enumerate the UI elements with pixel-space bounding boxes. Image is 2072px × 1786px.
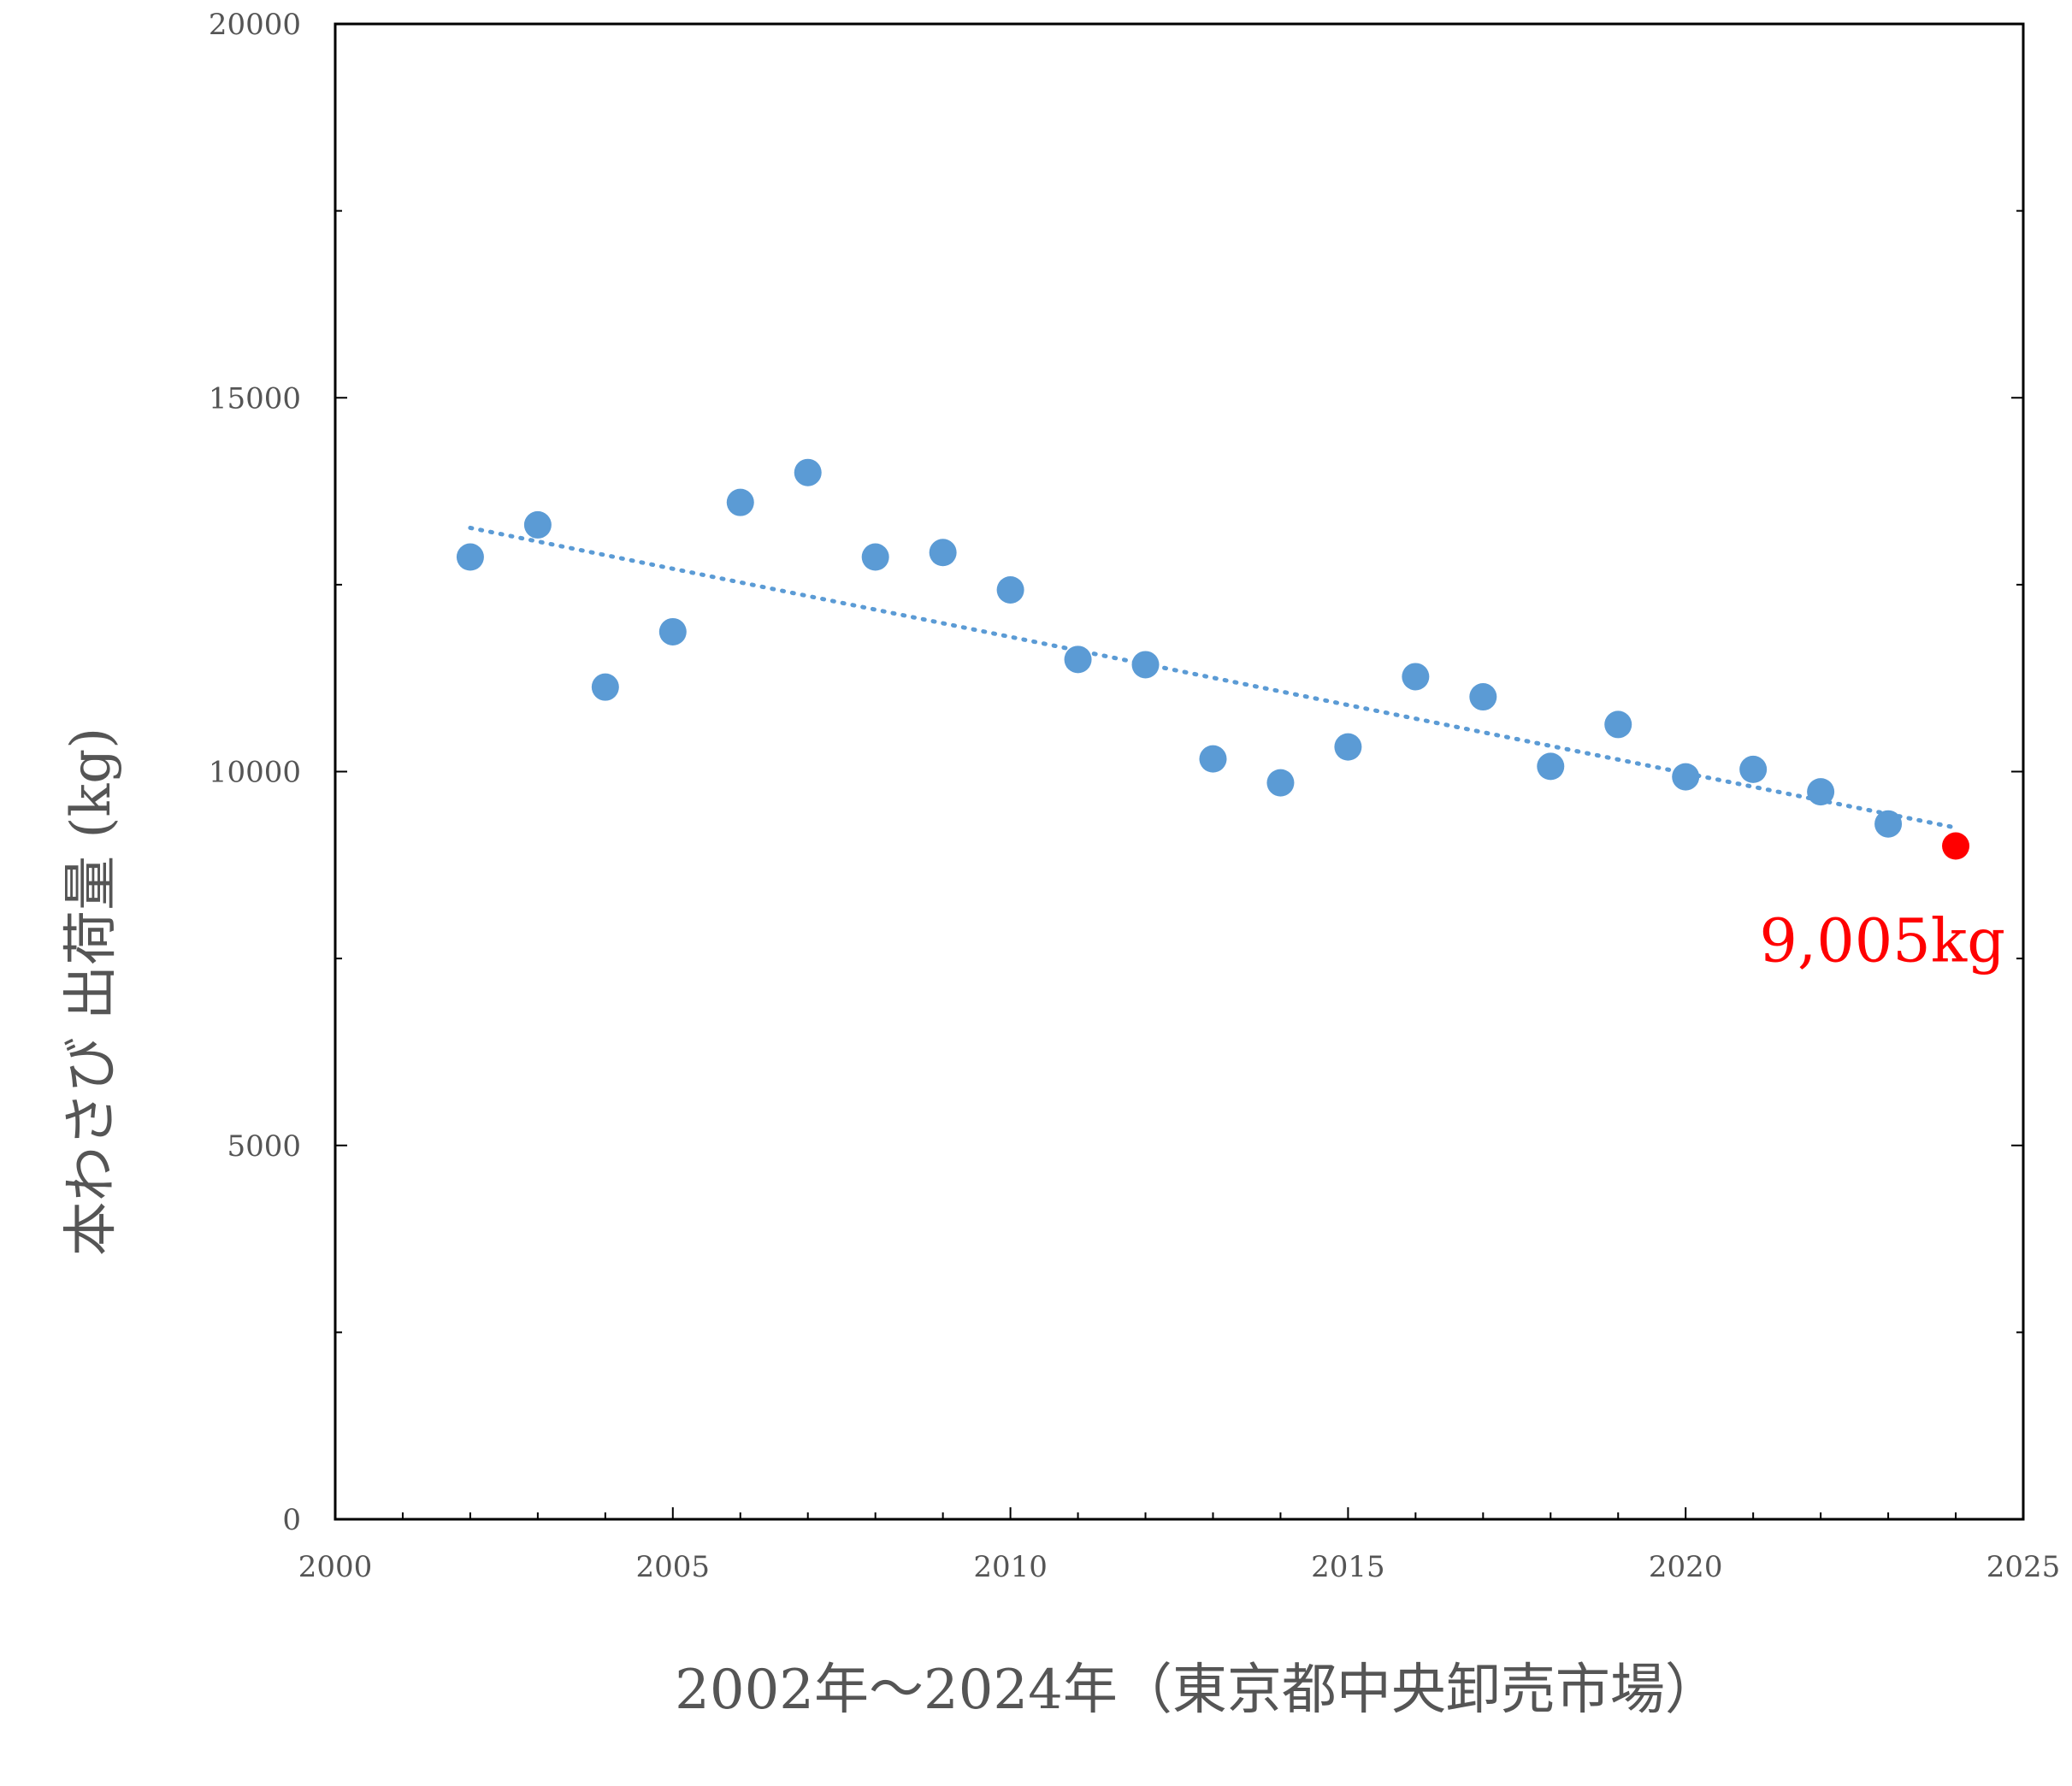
- x-tick-label: 2000: [298, 1550, 373, 1584]
- y-tick-label: 20000: [209, 8, 301, 42]
- data-point: [1131, 651, 1160, 679]
- y-tick-label: 5000: [227, 1129, 301, 1164]
- y-tick-label: 10000: [209, 756, 301, 790]
- annotations: 9,005kg: [1759, 906, 2005, 976]
- data-point: [929, 539, 957, 567]
- data-point: [794, 458, 822, 486]
- x-tick-label: 2005: [636, 1550, 711, 1584]
- plot-frame: [334, 22, 2025, 1521]
- data-point: [523, 510, 552, 539]
- data-point: [726, 488, 754, 516]
- value-annotation: 9,005kg: [1759, 906, 2005, 976]
- data-point: [1064, 645, 1092, 674]
- data-point: [1266, 769, 1295, 797]
- data-point: [1739, 755, 1768, 783]
- y-axis-ticks: 0 5000 10000 15000 20000: [209, 8, 2023, 1537]
- x-axis-title: 2002年～2024年（東京都中央卸売市場）: [675, 1659, 1720, 1722]
- data-point: [658, 617, 687, 645]
- data-point: [1334, 733, 1362, 761]
- data-point: [1469, 683, 1497, 711]
- y-tick-label: 0: [282, 1503, 301, 1537]
- data-point: [996, 575, 1024, 604]
- trendline-group: [468, 525, 1958, 830]
- x-tick-label: 2015: [1311, 1550, 1385, 1584]
- data-point: [1604, 710, 1632, 739]
- data-points: [456, 458, 1970, 860]
- x-tick-label: 2010: [973, 1550, 1048, 1584]
- x-axis-ticks: 2000 2005 2010 2015 2020 2025: [298, 1507, 2061, 1584]
- data-point: [456, 543, 484, 571]
- data-point: [1199, 745, 1227, 773]
- data-point: [1807, 778, 1835, 806]
- data-point: [1942, 832, 1970, 860]
- x-tick-label: 2025: [1986, 1550, 2061, 1584]
- data-point: [1402, 663, 1430, 691]
- data-point: [861, 543, 889, 571]
- y-axis-title: 本わさび 出荷量 (kg): [60, 728, 123, 1256]
- data-point: [591, 673, 619, 701]
- data-point: [1537, 752, 1565, 781]
- trendline: [468, 525, 1958, 830]
- data-point: [1874, 810, 1903, 838]
- data-point: [1672, 763, 1700, 791]
- y-tick-label: 15000: [209, 381, 301, 416]
- x-tick-label: 2020: [1649, 1550, 1723, 1584]
